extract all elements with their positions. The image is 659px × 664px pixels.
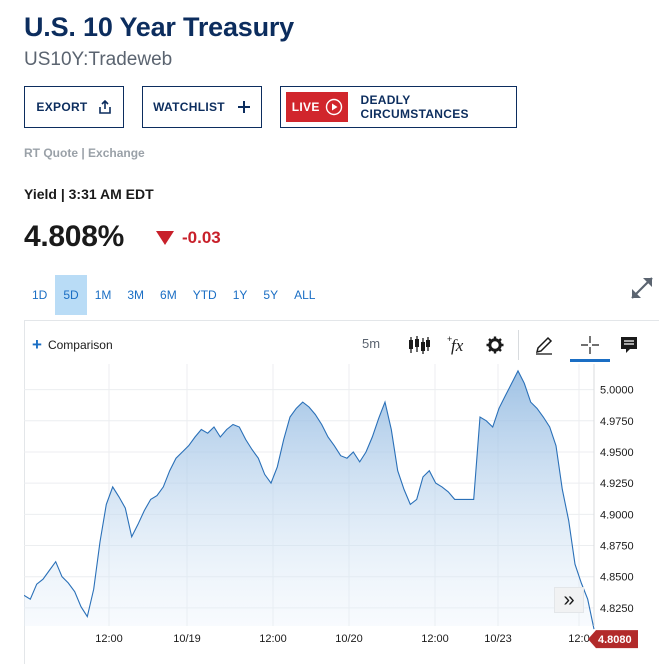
x-tick-label: 10/19 [173, 633, 201, 645]
yield-line [24, 369, 595, 630]
play-icon [325, 98, 342, 116]
y-tick-label: 4.9750 [600, 416, 634, 428]
plus-icon [237, 101, 250, 113]
comparison-label: Comparison [47, 338, 113, 352]
down-arrow-icon [156, 231, 174, 245]
watchlist-button[interactable]: WATCHLIST [142, 86, 262, 128]
y-tick-label: 4.9250 [600, 478, 634, 490]
y-tick-label: 4.8750 [600, 541, 634, 553]
comment-icon[interactable] [616, 332, 642, 358]
plus-icon: + [32, 335, 42, 354]
interval-selector[interactable]: 5m [362, 336, 381, 351]
svg-text:fx: fx [451, 336, 464, 355]
export-label: EXPORT [36, 100, 88, 114]
svg-text:+: + [447, 334, 452, 344]
scroll-right-button[interactable]: » [554, 587, 584, 613]
y-tick-label: 5.0000 [600, 385, 634, 397]
crosshair-active-indicator [570, 359, 610, 362]
x-axis-labels: 12:00 10/19 12:00 10/20 12:00 10/23 12:0 [95, 633, 589, 645]
y-tick-label: 4.9500 [600, 447, 634, 459]
y-tick-label: 4.9000 [600, 509, 634, 521]
x-tick-label: 12:00 [95, 633, 123, 645]
share-icon [98, 100, 111, 114]
y-tick-label: 4.8250 [600, 603, 634, 615]
comparison-button[interactable]: + Comparison [32, 335, 113, 354]
yield-chart[interactable]: 5.0000 4.9750 4.9500 4.9250 4.9000 4.8750 4.85… [24, 364, 659, 664]
quote-source: RT Quote | Exchange [24, 146, 145, 160]
chart-panel [24, 320, 659, 664]
price-change: -0.03 [156, 228, 221, 248]
yield-area [24, 370, 594, 630]
chart-toolbar: + Comparison 5m fx + [24, 328, 659, 364]
x-tick-label: 12:0 [568, 633, 589, 645]
x-tick-label: 10/20 [335, 633, 363, 645]
last-value-marker: 4.8080 [588, 630, 638, 649]
export-button[interactable]: EXPORT [24, 86, 124, 128]
x-tick-label: 12:00 [259, 633, 287, 645]
range-tab-1d[interactable]: 1D [32, 288, 48, 302]
range-tab-6m[interactable]: 6M [160, 288, 177, 302]
live-show-button[interactable]: LIVE DEADLY CIRCUMSTANCES [280, 86, 517, 128]
yield-timestamp: Yield | 3:31 AM EDT [24, 186, 154, 202]
range-tab-1m[interactable]: 1M [94, 288, 112, 302]
watchlist-label: WATCHLIST [153, 100, 225, 114]
x-tick-label: 12:00 [421, 633, 449, 645]
time-range-tabs: 1D 5D 1M 3M 6M YTD 1Y 5Y ALL [24, 275, 323, 315]
live-badge: LIVE [286, 92, 349, 122]
double-chevron-right-icon: » [563, 589, 575, 611]
last-value-label: 4.8080 [598, 634, 632, 646]
live-badge-label: LIVE [291, 100, 320, 114]
range-tab-5d[interactable]: 5D [55, 275, 87, 315]
last-price: 4.808% [24, 220, 124, 253]
range-tab-3m[interactable]: 3M [127, 288, 145, 302]
expand-icon[interactable] [628, 274, 656, 302]
y-tick-label: 4.8500 [600, 572, 634, 584]
range-tab-1y[interactable]: 1Y [232, 288, 248, 302]
range-tab-all[interactable]: ALL [294, 288, 316, 302]
ticker-subtitle: US10Y:Tradeweb [24, 49, 173, 70]
toolbar-divider [518, 330, 519, 360]
range-tab-ytd[interactable]: YTD [192, 288, 217, 302]
pencil-icon[interactable] [531, 332, 557, 358]
change-value: -0.03 [182, 228, 221, 247]
live-show-title: DEADLY CIRCUMSTANCES [360, 93, 469, 121]
page-title: U.S. 10 Year Treasury [24, 12, 294, 42]
gear-icon[interactable] [482, 332, 508, 358]
y-axis-labels: 5.0000 4.9750 4.9500 4.9250 4.9000 4.8750 4.85… [600, 385, 634, 615]
crosshair-icon[interactable] [577, 332, 603, 358]
function-icon[interactable]: fx + [444, 332, 470, 358]
range-tab-5y[interactable]: 5Y [263, 288, 279, 302]
candlestick-icon[interactable] [406, 332, 432, 358]
x-tick-label: 10/23 [484, 633, 512, 645]
